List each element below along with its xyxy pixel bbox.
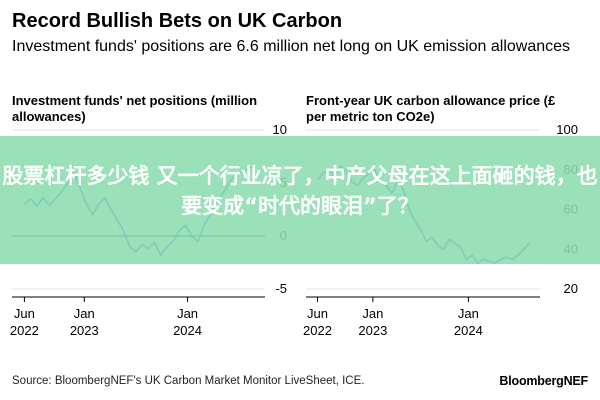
x-tick-label: Jan xyxy=(362,306,383,321)
y-tick-label: 100 xyxy=(556,122,578,137)
x-tick-label: Jun xyxy=(307,306,328,321)
overlay-banner xyxy=(0,136,600,264)
x-tick-label: 2024 xyxy=(173,323,202,338)
y-tick-label: 10 xyxy=(273,122,287,137)
source-note: Source: BloombergNEF's UK Carbon Market … xyxy=(12,375,365,387)
x-tick-label: 2023 xyxy=(70,323,99,338)
x-tick-label: 2024 xyxy=(454,323,483,338)
x-tick-label: 2022 xyxy=(303,323,332,338)
y-tick-label: -5 xyxy=(275,281,287,296)
x-tick-label: Jan xyxy=(458,306,479,321)
x-tick-label: 2022 xyxy=(10,323,39,338)
overlay-banner-text: 股票杠杆多少钱 又一个行业凉了，中产父母在这上面砸的钱，也要变成“时代的眼泪”了… xyxy=(2,164,598,218)
brand-logo: BloombergNEF xyxy=(499,374,588,388)
right-panel-title: Front-year UK carbon allowance price (£ … xyxy=(306,93,556,124)
chart-title: Record Bullish Bets on UK Carbon xyxy=(12,10,343,32)
left-panel-title: Investment funds' net positions (million… xyxy=(12,93,258,124)
chart-subtitle: Investment funds' positions are 6.6 mill… xyxy=(12,38,571,55)
x-tick-label: 2023 xyxy=(358,323,387,338)
x-tick-label: Jun xyxy=(14,306,35,321)
y-tick-label: 20 xyxy=(564,281,578,296)
x-tick-label: Jan xyxy=(177,306,198,321)
x-tick-label: Jan xyxy=(74,306,95,321)
